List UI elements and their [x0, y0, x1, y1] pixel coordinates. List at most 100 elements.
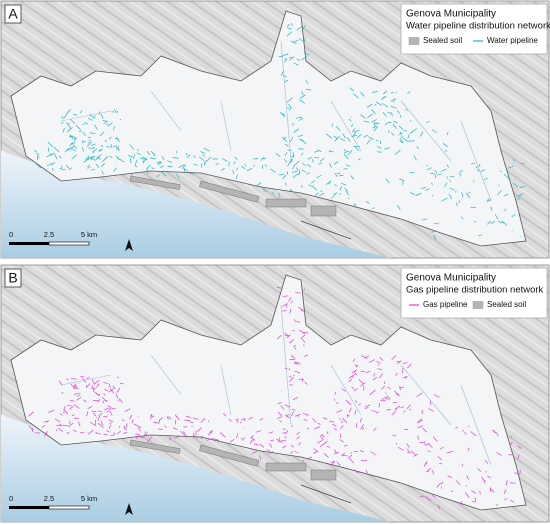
pipeline — [53, 146, 60, 153]
scale-bar — [9, 506, 49, 509]
pipeline — [282, 136, 288, 142]
pipeline — [428, 408, 434, 412]
pipeline — [364, 407, 369, 409]
pipeline — [129, 414, 133, 420]
pipeline — [229, 438, 235, 443]
pipeline — [101, 170, 104, 175]
pipeline — [282, 303, 287, 308]
pipeline — [110, 144, 113, 149]
pipeline — [326, 445, 331, 448]
pipeline — [104, 388, 109, 392]
pipeline — [455, 480, 461, 486]
pipeline — [446, 450, 453, 454]
pipeline — [355, 399, 357, 403]
pipeline — [296, 25, 303, 31]
pipeline — [289, 358, 296, 361]
pipeline — [66, 404, 72, 407]
pipeline — [372, 376, 378, 381]
pipeline — [513, 159, 515, 162]
pipeline — [270, 439, 274, 442]
pipeline — [62, 411, 65, 414]
pipeline — [193, 163, 198, 166]
pipeline — [415, 192, 422, 196]
pipeline — [346, 414, 350, 417]
pipeline — [138, 428, 141, 432]
pipeline — [70, 167, 73, 169]
pipeline — [410, 450, 417, 456]
pipeline — [343, 153, 349, 160]
pipeline — [228, 418, 232, 422]
pipeline — [282, 75, 287, 78]
pipeline — [281, 439, 287, 442]
pipeline — [417, 425, 424, 429]
pipeline — [376, 146, 382, 149]
pipeline — [289, 136, 294, 143]
pipeline — [356, 364, 359, 367]
pipeline — [468, 191, 471, 194]
pipeline — [316, 149, 322, 152]
pipeline — [156, 174, 161, 178]
pipeline — [348, 197, 350, 200]
pipeline — [354, 364, 358, 368]
pipeline — [276, 287, 283, 289]
pipeline — [465, 192, 471, 198]
pipeline — [349, 87, 355, 92]
pipeline — [455, 427, 458, 429]
pipeline — [283, 158, 288, 163]
pipeline — [107, 122, 113, 127]
pipeline — [51, 162, 56, 166]
pipeline — [299, 38, 303, 42]
pipeline — [328, 420, 335, 423]
pipeline — [96, 156, 102, 160]
pipeline — [49, 153, 56, 155]
pipeline — [136, 149, 140, 151]
pipeline — [351, 135, 357, 137]
pipeline — [35, 163, 42, 169]
pipeline — [367, 113, 373, 118]
legend-subtitle: Water pipeline distribution network — [406, 21, 550, 32]
pipeline — [379, 373, 383, 379]
pipeline — [316, 174, 322, 179]
pipeline — [422, 218, 427, 221]
pipeline — [487, 220, 491, 225]
pipeline — [343, 150, 349, 153]
pipeline — [47, 163, 53, 167]
pipeline — [77, 421, 81, 427]
pipeline — [98, 412, 103, 417]
pipeline — [132, 154, 136, 159]
pipeline — [338, 418, 342, 421]
pipeline — [284, 332, 289, 337]
pipeline — [352, 358, 356, 363]
pipeline — [136, 152, 141, 155]
pipeline — [294, 370, 301, 374]
pipeline — [323, 417, 328, 420]
pipeline — [397, 446, 404, 451]
pipeline — [331, 460, 336, 466]
pipeline — [296, 167, 299, 171]
pipeline — [185, 415, 192, 419]
pipeline — [208, 420, 210, 423]
pipeline — [109, 410, 113, 416]
legend-box — [400, 3, 548, 55]
pipeline — [89, 421, 97, 427]
pipeline — [466, 475, 469, 480]
pipeline — [477, 168, 480, 172]
pipeline — [186, 154, 191, 158]
pipeline — [374, 104, 377, 106]
pipeline — [282, 53, 289, 56]
pipeline — [384, 147, 390, 150]
pipeline — [116, 387, 121, 393]
pipeline — [236, 433, 238, 439]
pipeline — [479, 490, 481, 495]
pipeline — [390, 105, 397, 109]
pipeline — [318, 162, 323, 165]
pipeline — [361, 427, 365, 430]
pipeline — [358, 379, 364, 385]
pipeline — [161, 156, 165, 161]
pipeline — [310, 180, 315, 184]
pipeline — [193, 434, 199, 439]
pipeline — [351, 375, 354, 378]
pipeline — [391, 355, 396, 361]
pipeline — [339, 439, 344, 443]
